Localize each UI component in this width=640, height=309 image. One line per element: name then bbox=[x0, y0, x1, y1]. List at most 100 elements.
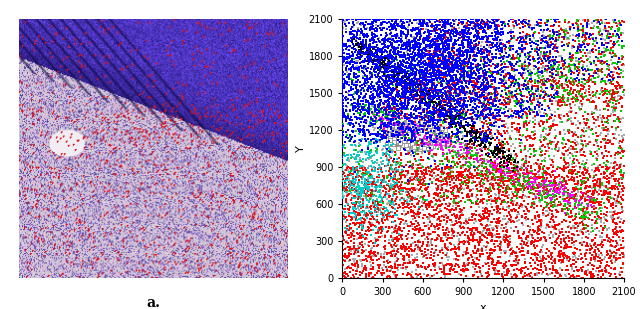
Point bbox=[419, 110, 429, 115]
Point bbox=[511, 161, 522, 166]
Point bbox=[531, 177, 541, 182]
Point bbox=[359, 104, 369, 109]
Point bbox=[408, 89, 419, 94]
Point bbox=[584, 171, 594, 176]
Point bbox=[482, 81, 492, 86]
Point bbox=[388, 140, 399, 145]
Point bbox=[367, 190, 377, 195]
Point bbox=[381, 65, 391, 70]
Point bbox=[426, 24, 436, 29]
Point bbox=[457, 16, 467, 21]
Point bbox=[433, 58, 444, 63]
Point bbox=[423, 242, 433, 247]
Point bbox=[396, 130, 406, 135]
Point bbox=[365, 38, 376, 43]
Point bbox=[483, 57, 493, 61]
Point bbox=[403, 41, 413, 46]
Point bbox=[413, 227, 423, 232]
Point bbox=[607, 70, 617, 74]
Point bbox=[426, 247, 436, 252]
Point bbox=[539, 80, 549, 85]
Point bbox=[498, 94, 508, 99]
Point bbox=[447, 188, 458, 193]
Point bbox=[498, 21, 508, 26]
Point bbox=[584, 135, 594, 140]
Point bbox=[399, 132, 410, 137]
Point bbox=[483, 35, 493, 40]
Point bbox=[431, 238, 441, 243]
Point bbox=[372, 39, 382, 44]
Point bbox=[355, 49, 365, 54]
Point bbox=[435, 46, 445, 51]
Point bbox=[616, 176, 627, 181]
Point bbox=[403, 47, 413, 52]
Point bbox=[445, 109, 455, 114]
Point bbox=[409, 131, 419, 136]
Point bbox=[367, 176, 377, 180]
Point bbox=[376, 61, 386, 66]
Point bbox=[600, 204, 610, 209]
Point bbox=[399, 78, 409, 83]
Point bbox=[365, 255, 375, 260]
Point bbox=[423, 252, 433, 256]
Point bbox=[539, 260, 549, 265]
Point bbox=[532, 45, 543, 50]
Point bbox=[391, 163, 401, 168]
Point bbox=[353, 116, 364, 121]
Point bbox=[424, 63, 434, 68]
Point bbox=[413, 265, 424, 269]
Point bbox=[447, 109, 457, 114]
Point bbox=[376, 177, 386, 182]
Point bbox=[484, 170, 495, 175]
Point bbox=[550, 45, 560, 50]
Point bbox=[545, 139, 555, 144]
Point bbox=[436, 108, 447, 113]
Point bbox=[453, 130, 463, 135]
Point bbox=[370, 126, 380, 131]
Point bbox=[423, 124, 433, 129]
Point bbox=[474, 248, 484, 253]
Point bbox=[500, 91, 511, 95]
Point bbox=[492, 193, 502, 198]
Point bbox=[588, 31, 598, 36]
Point bbox=[500, 188, 510, 193]
Point bbox=[497, 274, 508, 279]
Point bbox=[495, 155, 506, 160]
Point bbox=[550, 59, 561, 64]
Point bbox=[387, 129, 397, 134]
Point bbox=[355, 143, 365, 148]
Point bbox=[419, 237, 429, 242]
Point bbox=[618, 173, 628, 178]
Point bbox=[581, 184, 591, 188]
Point bbox=[521, 236, 531, 241]
Point bbox=[340, 188, 351, 193]
Point bbox=[468, 163, 479, 168]
Point bbox=[427, 99, 437, 104]
Point bbox=[362, 228, 372, 233]
Point bbox=[451, 132, 461, 137]
Point bbox=[410, 77, 420, 82]
Point bbox=[511, 68, 522, 73]
Point bbox=[527, 180, 538, 184]
Point bbox=[597, 36, 607, 41]
Point bbox=[349, 209, 360, 214]
Point bbox=[515, 178, 525, 183]
Point bbox=[390, 123, 401, 128]
Point bbox=[424, 110, 434, 115]
Point bbox=[415, 275, 426, 280]
Point bbox=[504, 60, 514, 65]
Point bbox=[390, 67, 401, 72]
Point bbox=[396, 266, 406, 271]
Point bbox=[388, 177, 399, 182]
Point bbox=[524, 194, 534, 199]
Point bbox=[385, 76, 396, 81]
Point bbox=[528, 90, 538, 95]
Point bbox=[515, 54, 525, 59]
Point bbox=[444, 16, 454, 21]
Point bbox=[399, 125, 410, 129]
Point bbox=[460, 104, 470, 109]
Point bbox=[617, 206, 627, 211]
Point bbox=[430, 165, 440, 170]
Point bbox=[470, 54, 481, 59]
Point bbox=[392, 183, 402, 188]
